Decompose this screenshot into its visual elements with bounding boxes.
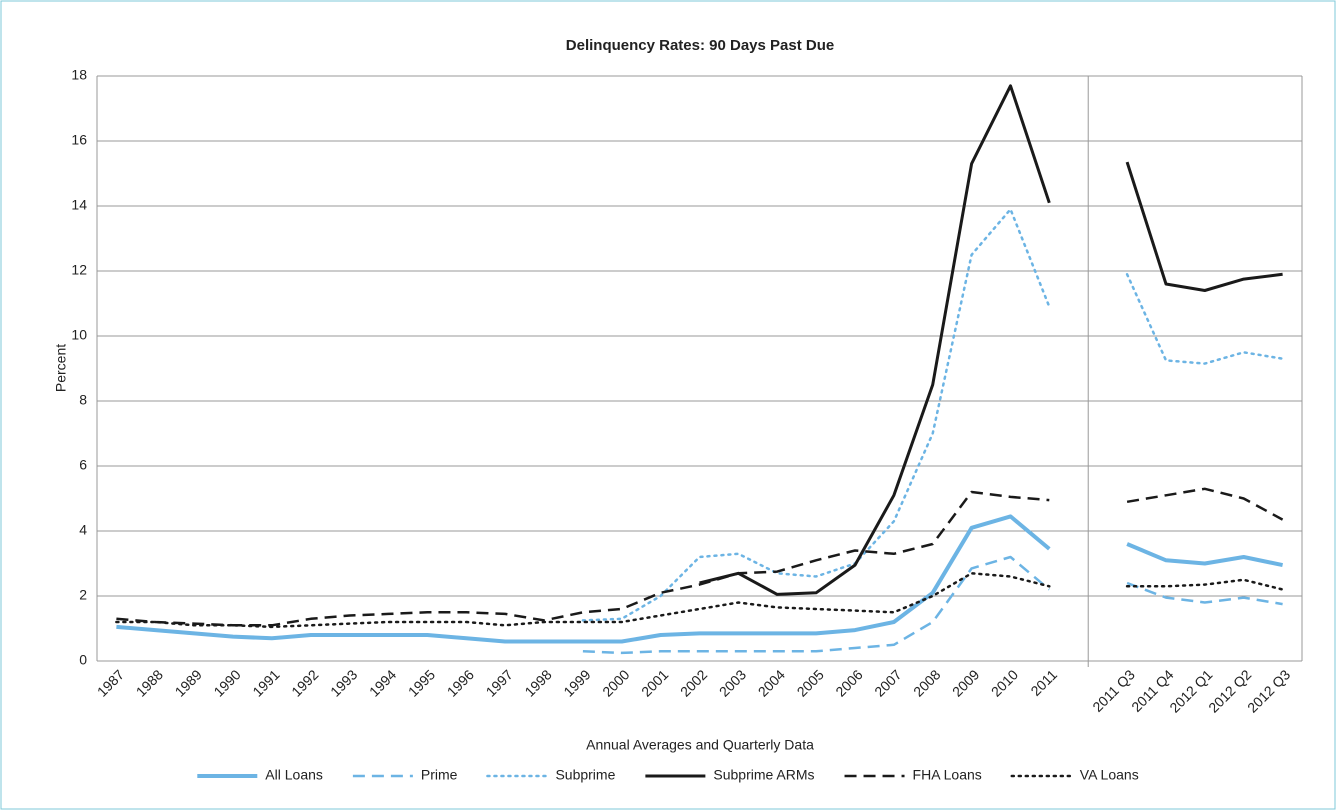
legend-item: Prime xyxy=(352,767,458,783)
legend-label: All Loans xyxy=(265,767,323,783)
legend-label: VA Loans xyxy=(1080,767,1139,783)
y-tick-label: 10 xyxy=(71,327,87,343)
legend-item: VA Loans xyxy=(1010,767,1139,783)
series-line xyxy=(582,555,1283,655)
y-tick-label: 4 xyxy=(79,522,87,538)
legend-label: Prime xyxy=(421,767,458,783)
series-line xyxy=(115,572,1284,629)
series-line xyxy=(116,487,1284,627)
legend-label: FHA Loans xyxy=(913,767,982,783)
chart-title: Delinquency Rates: 90 Days Past Due xyxy=(566,37,834,54)
legend-item: All Loans xyxy=(197,767,323,783)
y-tick-label: 6 xyxy=(79,457,87,473)
legend-item: FHA Loans xyxy=(844,767,982,783)
y-tick-label: 2 xyxy=(79,587,87,603)
y-tick-label: 8 xyxy=(79,392,87,408)
legend-label: Subprime xyxy=(555,767,615,783)
y-axis-title: Percent xyxy=(53,344,69,392)
series-line xyxy=(699,84,1283,596)
x-axis-title: Annual Averages and Quarterly Data xyxy=(586,737,814,753)
series-line xyxy=(581,208,1284,622)
series-line xyxy=(116,514,1284,644)
legend-label: Subprime ARMs xyxy=(713,767,814,783)
y-tick-label: 16 xyxy=(71,132,87,148)
legend-item: Subprime xyxy=(486,767,616,783)
y-tick-label: 14 xyxy=(71,197,87,213)
y-tick-label: 12 xyxy=(71,262,87,278)
y-tick-label: 0 xyxy=(79,652,87,668)
legend-item: Subprime ARMs xyxy=(645,767,815,783)
y-tick-label: 18 xyxy=(71,67,87,83)
